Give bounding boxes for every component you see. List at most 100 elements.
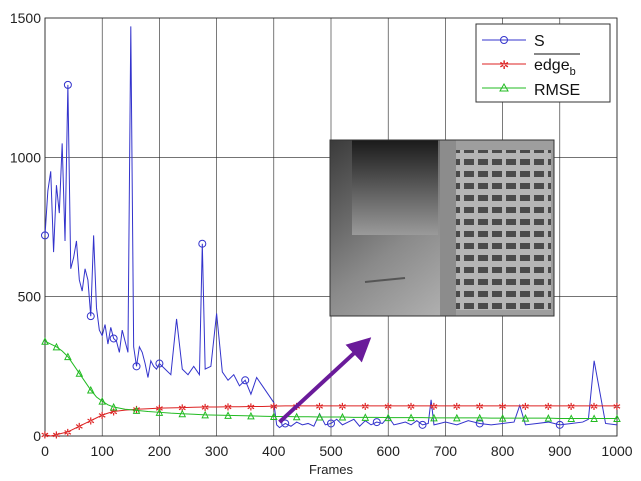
legend-marker-edge: ✲	[499, 58, 509, 72]
series-point	[75, 369, 84, 377]
series-point: ✲	[567, 402, 575, 413]
x-tick-label: 300	[205, 443, 229, 459]
series-point: ✲	[521, 402, 529, 413]
y-tick-label: 0	[33, 428, 41, 444]
series-point	[198, 239, 207, 248]
series-point: ✲	[361, 402, 369, 413]
series-point	[132, 362, 141, 371]
arrow-annotation	[278, 337, 372, 424]
x-tick-label: 900	[548, 443, 572, 459]
series-point: ✲	[98, 411, 106, 422]
series-point: ✲	[613, 402, 621, 413]
series-point	[281, 419, 290, 428]
series-point	[41, 231, 49, 240]
series-point	[418, 420, 427, 429]
series-point	[86, 385, 95, 394]
series-point: ✲	[247, 402, 255, 413]
x-tick-label: 500	[319, 443, 343, 459]
series-point	[178, 409, 187, 418]
series-point	[292, 412, 301, 421]
x-tick-label: 200	[148, 443, 172, 459]
legend-box	[475, 23, 611, 103]
series-point: ✲	[544, 402, 552, 413]
series-point: ✲	[590, 402, 598, 413]
series-point: ✲	[430, 402, 438, 413]
series-point	[327, 419, 335, 428]
series-line-0	[44, 26, 618, 429]
series-point	[52, 342, 61, 351]
series-point	[407, 413, 415, 422]
series-point: ✲	[75, 422, 83, 433]
series-point: ✲	[52, 431, 60, 442]
x-tick-label: 100	[91, 443, 115, 459]
series-point	[567, 414, 576, 422]
series-point	[63, 80, 72, 89]
x-tick-label: 800	[491, 443, 515, 459]
series-point	[338, 412, 347, 421]
series-point	[555, 420, 564, 429]
series-point	[64, 352, 72, 361]
series-point: ✲	[109, 407, 117, 418]
series-point	[613, 414, 621, 422]
series-point: ✲	[201, 403, 209, 414]
y-axis-ticks: 0 500 1000 1500	[10, 10, 41, 444]
series-point	[453, 413, 461, 422]
series-point: ✲	[224, 403, 232, 414]
series-point	[201, 410, 209, 419]
series-point: ✲	[41, 431, 49, 442]
y-tick-label: 1500	[10, 10, 41, 26]
series-point	[132, 406, 141, 414]
series-point: ✲	[270, 402, 278, 413]
series-point: ✲	[498, 402, 506, 413]
series-point	[475, 413, 484, 422]
series-point	[109, 402, 118, 411]
series-point	[98, 397, 107, 405]
series-point: ✲	[87, 417, 95, 428]
series-point: ✲	[178, 404, 186, 415]
series-line-2	[44, 340, 617, 419]
series-point	[224, 411, 232, 419]
series-point	[498, 414, 507, 422]
legend-marker-rmse	[499, 82, 509, 92]
series-point: ✲	[407, 402, 415, 413]
series-point	[315, 412, 324, 421]
legend-marker-s	[500, 36, 508, 44]
series-point: ✲	[64, 428, 72, 439]
series-point	[430, 413, 438, 422]
series-layer: ✲✲✲✲✲✲✲✲✲✲✲✲✲✲✲✲✲✲✲✲✲✲✲✲✲✲✲✲✲	[41, 26, 621, 442]
legend: S ✲ edgeb RMSE	[475, 23, 611, 103]
series-point	[247, 411, 255, 420]
inset-image	[329, 139, 555, 317]
y-tick-label: 500	[18, 289, 42, 305]
series-point	[544, 414, 553, 422]
series-point: ✲	[476, 402, 484, 413]
series-point	[361, 413, 370, 421]
x-tick-label: 0	[41, 443, 49, 459]
series-point: ✲	[338, 402, 346, 413]
series-point	[41, 337, 49, 345]
x-tick-label: 700	[434, 443, 458, 459]
legend-label-s: S	[534, 33, 545, 50]
series-point: ✲	[315, 402, 323, 413]
series-point: ✲	[384, 402, 392, 413]
series-point	[521, 414, 530, 422]
series-point	[475, 419, 484, 428]
series-point	[86, 312, 95, 321]
x-axis-ticks: 0 100 200 300 400 500 600 700 800 900 1000	[41, 443, 633, 459]
series-point	[155, 359, 164, 368]
series-point	[269, 412, 278, 420]
series-point	[590, 414, 598, 422]
series-point	[241, 376, 250, 385]
x-tick-label: 400	[262, 443, 286, 459]
x-tick-label: 600	[377, 443, 401, 459]
x-axis-label: Frames	[309, 462, 354, 477]
y-tick-label: 1000	[10, 149, 41, 165]
legend-label-rmse: RMSE	[534, 82, 580, 99]
series-point	[372, 418, 381, 427]
series-point: ✲	[453, 402, 461, 413]
legend-label-edge: edgeb	[534, 57, 576, 78]
series-point	[109, 334, 118, 343]
series-point	[155, 408, 164, 416]
x-tick-label: 1000	[601, 443, 632, 459]
